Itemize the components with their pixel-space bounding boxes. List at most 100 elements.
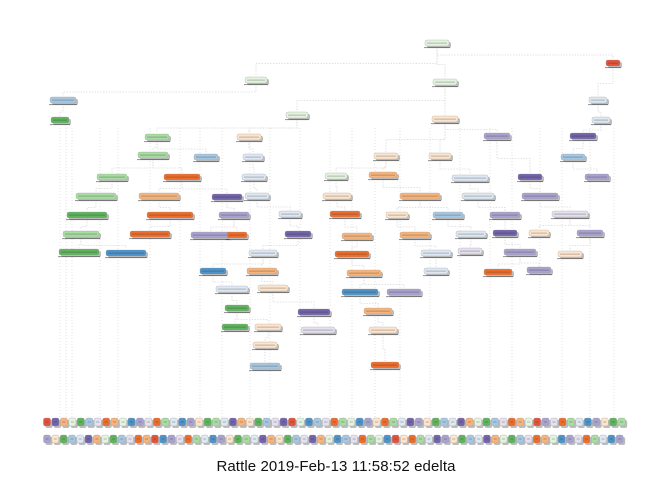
tree-leaf	[109, 434, 119, 445]
node-box	[458, 434, 466, 444]
tree-leaf	[134, 434, 144, 445]
node-text-stroke	[95, 438, 99, 440]
node-split-condition	[399, 239, 431, 241]
node-text-stroke	[65, 233, 97, 235]
node-text-stroke	[560, 438, 564, 440]
node-text-stroke	[229, 234, 245, 236]
node-box	[288, 417, 296, 427]
tree-node	[432, 78, 459, 87]
node-text-stroke	[78, 438, 82, 440]
node-text-stroke	[149, 214, 191, 216]
tree-leaf	[203, 417, 214, 428]
tree-leaf	[229, 417, 239, 428]
node-split-condition	[385, 219, 409, 221]
node-text-stroke	[524, 195, 556, 197]
node-box	[85, 417, 94, 427]
node-box	[68, 417, 77, 427]
tree-edge	[181, 181, 228, 193]
tree-edge	[236, 312, 269, 323]
tree-edge	[436, 47, 446, 78]
tree-leaf	[457, 417, 467, 428]
tree-leaf	[317, 434, 327, 445]
tree-node	[249, 362, 282, 371]
node-text-stroke	[239, 136, 259, 138]
node-split-condition	[551, 218, 589, 220]
node-box	[178, 417, 186, 427]
node-text-stroke	[531, 232, 547, 234]
tree-leaves	[43, 417, 628, 445]
tree-leaf	[389, 417, 400, 428]
node-text-stroke	[568, 438, 572, 440]
node-text-stroke	[61, 251, 97, 253]
node-split-condition	[199, 275, 227, 277]
tree-leaf	[118, 434, 128, 445]
tree-node	[346, 269, 383, 278]
node-split-condition	[528, 237, 550, 239]
node-box	[455, 230, 487, 238]
node-text-stroke	[358, 421, 362, 423]
node-text-stroke	[214, 421, 218, 423]
tree-leaf	[262, 417, 273, 428]
node-box	[58, 248, 100, 256]
node-text-stroke	[228, 438, 232, 440]
node-text-stroke	[529, 269, 549, 271]
node-text-stroke	[543, 421, 548, 423]
node-text-stroke	[426, 270, 446, 272]
node-text-stroke	[194, 438, 198, 440]
tree-node	[246, 267, 279, 276]
node-text-stroke	[129, 421, 134, 423]
node-text-stroke	[311, 438, 315, 440]
node-box	[560, 153, 586, 161]
node-split-condition	[373, 160, 399, 162]
tree-edge	[248, 141, 254, 153]
node-text-stroke	[300, 311, 328, 313]
tree-leaf	[192, 434, 202, 445]
tree-edge	[359, 296, 379, 307]
tree-node	[341, 288, 380, 297]
node-text-stroke	[260, 287, 286, 289]
node-box	[507, 417, 516, 427]
node-text-stroke	[163, 421, 167, 423]
node-split-condition	[517, 181, 543, 183]
node-box	[517, 173, 543, 181]
node-text-stroke	[389, 291, 419, 293]
node-box	[483, 132, 511, 140]
tree-leaf	[59, 434, 70, 445]
node-box	[297, 308, 331, 316]
tree-node	[284, 230, 313, 239]
node-split-condition	[557, 258, 583, 260]
tree-edge	[396, 219, 416, 231]
tree-leaf	[364, 417, 374, 428]
node-split-condition	[96, 181, 128, 183]
tree-leaf	[288, 417, 298, 428]
node-text-stroke	[349, 272, 379, 274]
node-split-condition	[236, 141, 262, 143]
node-text-stroke	[103, 438, 107, 440]
tree-node	[373, 152, 400, 161]
node-text-stroke	[202, 270, 224, 272]
node-box	[324, 172, 348, 180]
node-box	[271, 417, 279, 427]
node-text-stroke	[431, 155, 449, 157]
node-box	[211, 193, 243, 201]
tree-leaf	[68, 417, 78, 428]
node-box	[450, 434, 458, 444]
node-box	[284, 434, 292, 444]
node-box	[372, 417, 381, 427]
node-split-condition	[423, 275, 449, 277]
node-box	[605, 59, 621, 67]
node-box	[305, 417, 313, 427]
node-text-stroke	[495, 232, 515, 234]
node-box	[424, 39, 450, 47]
node-text-stroke	[78, 195, 114, 197]
tree-leaf	[51, 417, 62, 428]
node-box	[491, 434, 499, 444]
tree-edge	[210, 219, 235, 231]
node-text-stroke	[419, 438, 422, 440]
tree-node	[451, 174, 490, 183]
node-box	[142, 434, 151, 444]
node-text-stroke	[214, 196, 240, 198]
node-box	[521, 192, 559, 200]
tree-edge	[351, 240, 358, 250]
node-box	[167, 434, 176, 444]
